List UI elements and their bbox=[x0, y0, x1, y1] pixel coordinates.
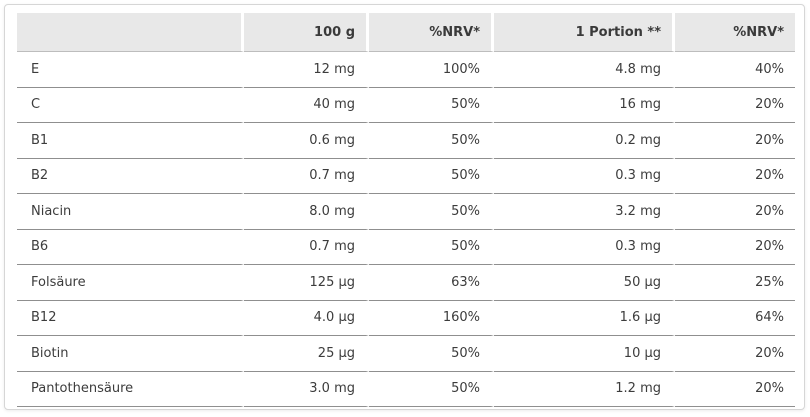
table-row: B6 0.7 mg 50% 0.3 mg 20% bbox=[17, 229, 795, 265]
nrv-100g: 50% bbox=[369, 336, 494, 372]
nrv-portion: 20% bbox=[675, 372, 795, 407]
nutrition-table-card: 100 g %NRV* 1 Portion ** %NRV* E 12 mg 1… bbox=[4, 4, 805, 410]
nrv-portion: 20% bbox=[675, 194, 795, 230]
amount-portion: 4.8 mg bbox=[494, 52, 675, 88]
nrv-100g: 50% bbox=[369, 158, 494, 194]
nutrient-name: B2 bbox=[17, 158, 244, 194]
table-body: E 12 mg 100% 4.8 mg 40% C 40 mg 50% 16 m… bbox=[17, 52, 795, 407]
header-per-portion: 1 Portion ** bbox=[494, 13, 675, 52]
amount-portion: 3.2 mg bbox=[494, 194, 675, 230]
header-nrv-100g: %NRV* bbox=[369, 13, 494, 52]
nrv-100g: 50% bbox=[369, 371, 494, 407]
amount-100g: 125 µg bbox=[244, 265, 369, 301]
nrv-100g: 160% bbox=[369, 300, 494, 336]
header-per-100g: 100 g bbox=[244, 13, 369, 52]
amount-100g: 3.0 mg bbox=[244, 371, 369, 407]
amount-100g: 0.7 mg bbox=[244, 158, 369, 194]
nutrient-name: B12 bbox=[17, 300, 244, 336]
header-nrv-portion: %NRV* bbox=[675, 13, 795, 52]
table-row: B12 4.0 µg 160% 1.6 µg 64% bbox=[17, 300, 795, 336]
amount-portion: 50 µg bbox=[494, 265, 675, 301]
nrv-100g: 50% bbox=[369, 194, 494, 230]
amount-100g: 25 µg bbox=[244, 336, 369, 372]
nutrient-name: E bbox=[17, 52, 244, 88]
table-row: Biotin 25 µg 50% 10 µg 20% bbox=[17, 336, 795, 372]
nrv-portion: 20% bbox=[675, 159, 795, 194]
table-row: B2 0.7 mg 50% 0.3 mg 20% bbox=[17, 158, 795, 194]
amount-portion: 1.6 µg bbox=[494, 300, 675, 336]
amount-100g: 40 mg bbox=[244, 87, 369, 123]
table-row: Niacin 8.0 mg 50% 3.2 mg 20% bbox=[17, 194, 795, 230]
nrv-100g: 50% bbox=[369, 87, 494, 123]
amount-portion: 0.3 mg bbox=[494, 229, 675, 265]
nrv-portion: 40% bbox=[675, 52, 795, 88]
header-row: 100 g %NRV* 1 Portion ** %NRV* bbox=[17, 13, 795, 52]
nutrient-name: C bbox=[17, 87, 244, 123]
amount-portion: 1.2 mg bbox=[494, 371, 675, 407]
table-row: E 12 mg 100% 4.8 mg 40% bbox=[17, 52, 795, 88]
nutrient-name: Folsäure bbox=[17, 265, 244, 301]
table-row: B1 0.6 mg 50% 0.2 mg 20% bbox=[17, 123, 795, 159]
nrv-100g: 50% bbox=[369, 123, 494, 159]
amount-100g: 4.0 µg bbox=[244, 300, 369, 336]
nrv-100g: 50% bbox=[369, 229, 494, 265]
amount-100g: 8.0 mg bbox=[244, 194, 369, 230]
nutrient-name: Niacin bbox=[17, 194, 244, 230]
amount-100g: 12 mg bbox=[244, 52, 369, 88]
amount-portion: 0.3 mg bbox=[494, 158, 675, 194]
nrv-portion: 20% bbox=[675, 230, 795, 265]
nrv-portion: 20% bbox=[675, 88, 795, 123]
table-header: 100 g %NRV* 1 Portion ** %NRV* bbox=[17, 13, 795, 52]
table-row: Folsäure 125 µg 63% 50 µg 25% bbox=[17, 265, 795, 301]
amount-portion: 16 mg bbox=[494, 87, 675, 123]
nrv-portion: 20% bbox=[675, 123, 795, 159]
nutrient-name: B6 bbox=[17, 229, 244, 265]
table-row: C 40 mg 50% 16 mg 20% bbox=[17, 87, 795, 123]
nrv-100g: 63% bbox=[369, 265, 494, 301]
nrv-100g: 100% bbox=[369, 52, 494, 88]
amount-portion: 0.2 mg bbox=[494, 123, 675, 159]
amount-100g: 0.6 mg bbox=[244, 123, 369, 159]
nutrient-name: Biotin bbox=[17, 336, 244, 372]
nutrition-table: 100 g %NRV* 1 Portion ** %NRV* E 12 mg 1… bbox=[17, 13, 795, 407]
amount-portion: 10 µg bbox=[494, 336, 675, 372]
nrv-portion: 64% bbox=[675, 301, 795, 336]
table-row: Pantothensäure 3.0 mg 50% 1.2 mg 20% bbox=[17, 371, 795, 407]
nutrient-name: B1 bbox=[17, 123, 244, 159]
nutrient-name: Pantothensäure bbox=[17, 371, 244, 407]
nrv-portion: 25% bbox=[675, 265, 795, 301]
header-nutrient bbox=[17, 13, 244, 52]
nrv-portion: 20% bbox=[675, 336, 795, 372]
amount-100g: 0.7 mg bbox=[244, 229, 369, 265]
